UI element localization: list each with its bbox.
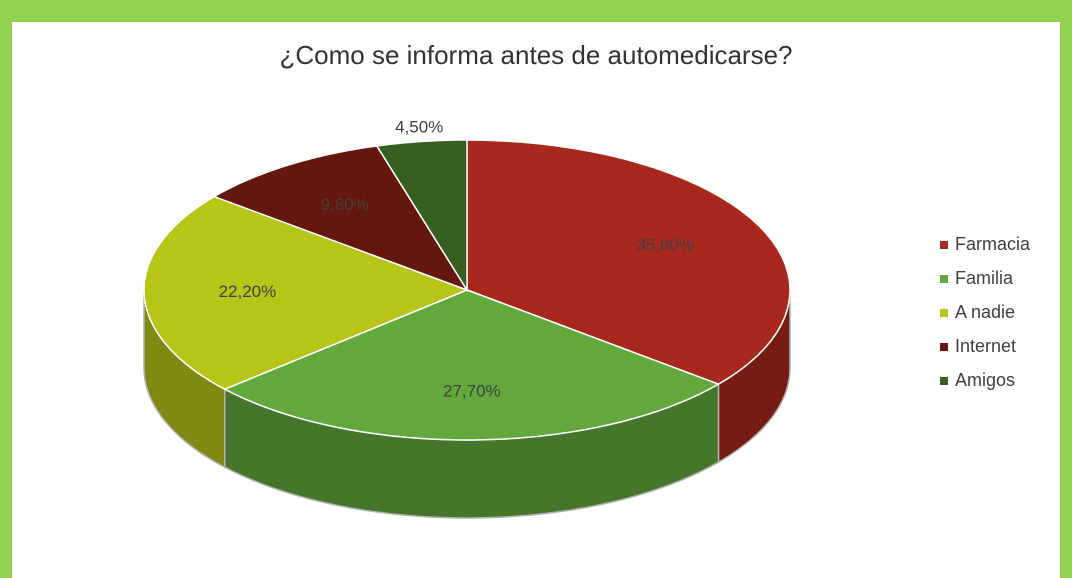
legend-swatch [940,343,948,351]
pie-slice [212,145,469,292]
legend-label: Familia [955,268,1014,288]
pie-slice [222,289,721,441]
data-label: 4,50% [395,118,443,137]
data-label: 35,80% [636,235,694,254]
legend-label: Internet [955,336,1016,356]
chart-title: ¿Como se informa antes de automedicarse? [279,40,792,70]
pie-slice [375,139,468,293]
pie-slice [143,195,470,391]
data-label: 27,70% [443,381,501,400]
legend-label: Amigos [955,370,1015,390]
data-label: 9,80% [321,195,369,214]
legend-label: Farmacia [955,234,1031,254]
data-label: 22,20% [219,282,277,301]
legend-swatch [940,309,948,317]
pie-slice [466,139,791,385]
legend-swatch [940,275,948,283]
legend-label: A nadie [955,302,1015,322]
legend-swatch [940,377,948,385]
legend-swatch [940,241,948,249]
